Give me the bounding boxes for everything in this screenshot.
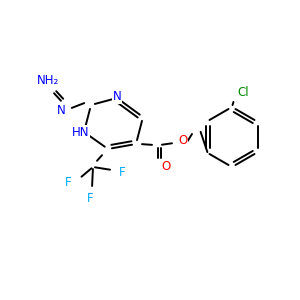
Text: F: F — [119, 166, 125, 178]
Text: NH₂: NH₂ — [37, 74, 59, 88]
Text: O: O — [178, 134, 188, 148]
Text: F: F — [87, 191, 93, 205]
Text: N: N — [112, 91, 122, 103]
Text: Cl: Cl — [237, 86, 249, 100]
Text: O: O — [161, 160, 171, 172]
Text: F: F — [65, 176, 71, 188]
Text: N: N — [57, 103, 65, 116]
Text: HN: HN — [72, 125, 90, 139]
